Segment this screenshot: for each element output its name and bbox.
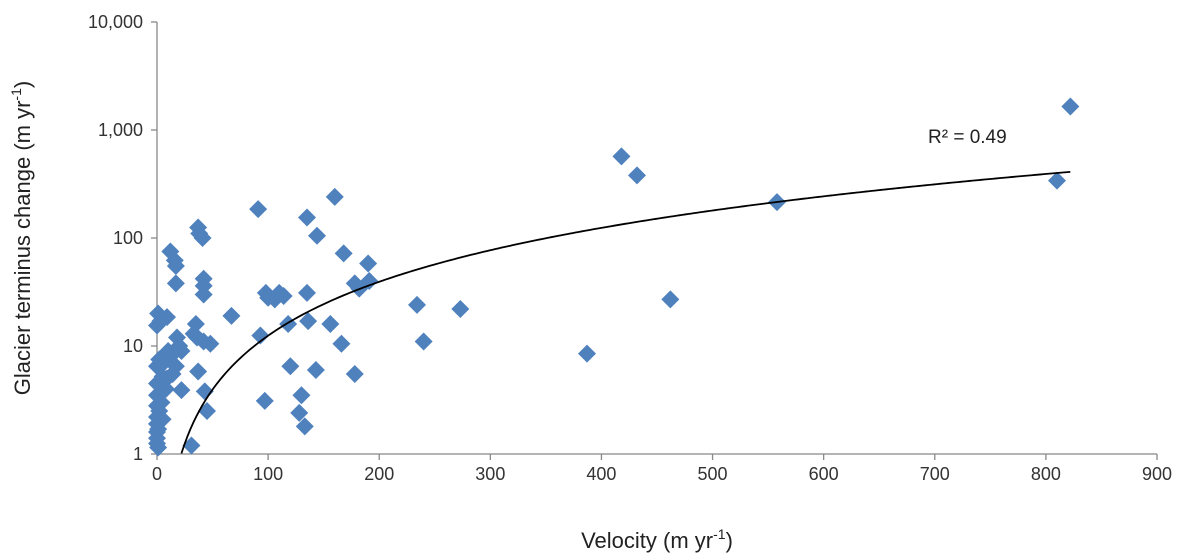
data-point xyxy=(628,166,646,185)
x-tick-label: 400 xyxy=(586,464,616,484)
x-axis-title: Velocity (m yr-1) xyxy=(581,526,733,553)
data-point xyxy=(189,218,208,237)
data-point xyxy=(299,312,318,331)
y-tick-label: 1,000 xyxy=(98,120,143,140)
data-point xyxy=(332,334,351,353)
x-tick-label: 700 xyxy=(920,464,950,484)
data-point xyxy=(166,274,185,293)
data-point xyxy=(578,344,596,363)
data-point xyxy=(222,306,241,325)
y-axis-title: Glacier terminus change (m yr-1) xyxy=(8,81,35,395)
data-point xyxy=(148,374,166,393)
data-point xyxy=(148,396,166,415)
x-tick-label: 900 xyxy=(1142,464,1172,484)
data-point xyxy=(168,328,186,347)
data-point xyxy=(306,360,325,379)
x-tick-labels: 0 100 200 300 400 500 600 700 800 900 xyxy=(152,464,1172,484)
y-tick-labels: 1 10 100 1,000 10,000 xyxy=(88,12,143,464)
data-point xyxy=(298,208,316,227)
data-point xyxy=(345,365,364,384)
data-point xyxy=(290,403,309,422)
y-tick-label: 1 xyxy=(133,444,143,464)
data-point xyxy=(345,274,364,293)
data-point xyxy=(149,304,168,323)
data-points xyxy=(148,97,1080,457)
data-point xyxy=(182,436,201,455)
data-point xyxy=(292,386,311,405)
data-point xyxy=(661,290,680,309)
data-point xyxy=(1061,97,1080,116)
data-point xyxy=(612,147,631,166)
data-point xyxy=(255,391,274,410)
data-point xyxy=(189,362,208,381)
data-point xyxy=(298,283,316,302)
data-point xyxy=(251,326,270,345)
y-tick-label: 10 xyxy=(123,336,143,356)
data-point xyxy=(321,314,340,333)
data-point xyxy=(249,200,268,219)
data-point xyxy=(161,242,180,261)
x-tick-label: 100 xyxy=(253,464,283,484)
data-point xyxy=(1048,171,1066,190)
data-point xyxy=(359,254,378,273)
data-point xyxy=(281,357,300,376)
y-axis-title-end: ) xyxy=(10,81,35,88)
data-point xyxy=(148,357,166,376)
data-point xyxy=(414,332,433,351)
data-point xyxy=(256,283,275,302)
x-tick-label: 500 xyxy=(698,464,728,484)
x-axis-title-superscript: -1 xyxy=(713,526,726,542)
data-point xyxy=(184,324,203,343)
y-axis-title-superscript: -1 xyxy=(8,88,24,101)
x-axis-title-end: ) xyxy=(726,528,733,553)
r-squared-label: R² = 0.49 xyxy=(928,127,1007,148)
x-tick-label: 300 xyxy=(475,464,505,484)
data-point xyxy=(148,316,166,335)
y-tick-label: 10,000 xyxy=(88,12,143,32)
data-point xyxy=(325,187,344,206)
x-tick-label: 600 xyxy=(809,464,839,484)
x-tick-label: 0 xyxy=(152,464,162,484)
data-point xyxy=(308,226,326,245)
data-point xyxy=(148,434,166,453)
data-point xyxy=(451,300,470,319)
y-tick-label: 100 xyxy=(113,228,143,248)
data-point xyxy=(194,269,213,288)
data-point xyxy=(408,295,426,314)
axes xyxy=(156,22,1157,455)
x-tick-label: 200 xyxy=(364,464,394,484)
y-axis-title-main: Glacier terminus change (m yr xyxy=(10,101,35,396)
x-axis-title-main: Velocity (m yr xyxy=(581,528,713,553)
data-point xyxy=(198,402,216,421)
data-point xyxy=(172,381,191,400)
data-point xyxy=(279,314,298,333)
x-tick-label: 800 xyxy=(1031,464,1061,484)
data-point xyxy=(334,244,353,263)
data-point xyxy=(148,386,166,405)
data-point xyxy=(295,417,314,436)
trendline xyxy=(180,170,1071,454)
